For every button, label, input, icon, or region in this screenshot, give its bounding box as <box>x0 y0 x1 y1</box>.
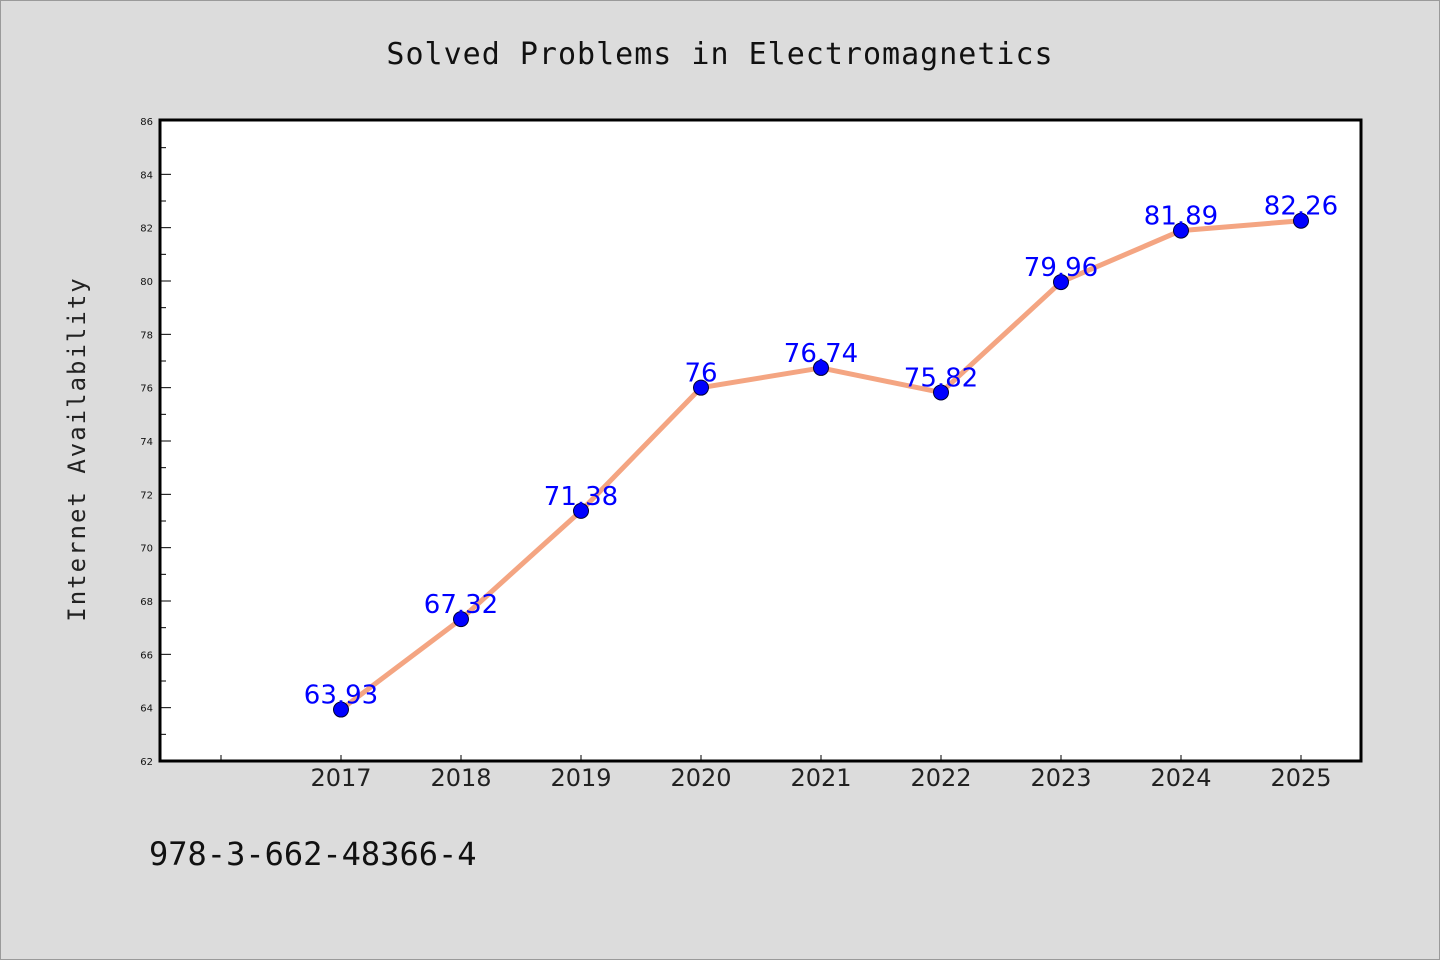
x-tick-label: 2018 <box>430 764 491 792</box>
x-axis: 2017 2018 2019 2020 2021 2022 2023 2024 2025 <box>220 755 1332 792</box>
y-tick-label: 76 <box>140 384 153 395</box>
data-label: 67.32 <box>424 590 498 620</box>
y-tick-label: 64 <box>140 704 153 715</box>
y-tick-label: 78 <box>140 330 153 341</box>
data-point <box>813 359 829 376</box>
y-tick-label: 68 <box>140 597 153 608</box>
chart-title: Solved Problems in Electromagnetics <box>386 37 1053 72</box>
data-point <box>1293 212 1309 229</box>
plot-area <box>158 118 1363 763</box>
x-tick-label: 2023 <box>1030 764 1091 792</box>
data-point <box>573 502 589 519</box>
y-tick-label: 66 <box>140 650 153 661</box>
data-label: 71.38 <box>544 482 618 512</box>
y-tick-label: 70 <box>140 544 153 555</box>
data-point <box>1053 274 1069 291</box>
data-label: 79.96 <box>1024 253 1098 283</box>
x-tick-label: 2017 <box>310 764 371 792</box>
data-point <box>333 701 349 718</box>
data-label: 76.74 <box>784 339 858 369</box>
y-tick-label: 80 <box>140 277 153 288</box>
data-label: 63.93 <box>304 681 378 711</box>
y-tick-label: 82 <box>140 224 153 235</box>
data-point <box>1173 222 1189 239</box>
data-label: 75.82 <box>904 363 978 393</box>
y-tick-label: 86 <box>140 117 153 128</box>
data-point <box>933 384 949 401</box>
data-label: 82.26 <box>1264 192 1338 222</box>
data-label: 76 <box>684 359 717 389</box>
isbn-footer: 978-3-662-48366-4 <box>149 835 477 873</box>
x-tick-label: 2024 <box>1150 764 1211 792</box>
y-tick-label: 72 <box>140 490 153 501</box>
data-point <box>693 379 709 396</box>
y-tick-label: 74 <box>140 437 153 448</box>
data-label: 81.89 <box>1144 202 1218 232</box>
x-tick-label: 2019 <box>550 764 611 792</box>
y-tick-label: 84 <box>140 170 153 181</box>
data-label-layer: 63.93 67.32 71.38 76 76.74 75.82 79.96 81.89 82.… <box>304 192 1338 711</box>
y-tick-label: 62 <box>140 757 153 768</box>
x-tick-label: 2022 <box>910 764 971 792</box>
series-layer <box>333 212 1309 718</box>
y-axis: 62 64 66 68 70 72 74 76 78 80 82 84 86 <box>140 117 171 768</box>
data-point <box>453 611 469 628</box>
x-tick-label: 2020 <box>670 764 731 792</box>
y-axis-label: Internet Availability <box>63 276 91 621</box>
x-tick-label: 2021 <box>790 764 851 792</box>
x-tick-label: 2025 <box>1270 764 1331 792</box>
